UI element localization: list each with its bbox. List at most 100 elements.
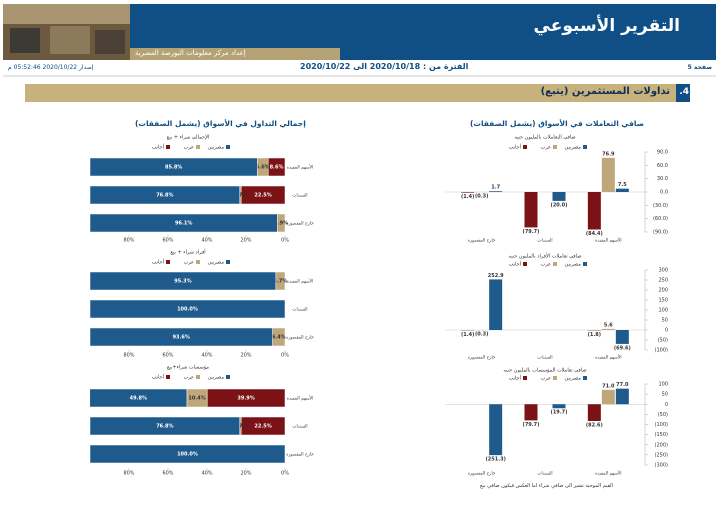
x-tick-label: 40% [201, 353, 212, 359]
category-label: السندات [292, 308, 307, 313]
legend-swatch [166, 145, 170, 149]
x-tick-label: 0% [281, 471, 289, 477]
chart-title: صافي تعاملات الأفراد بالمليون جنيه [509, 253, 582, 260]
chart-title: صافي التعاملات بالمليون جنيه [514, 135, 575, 141]
x-tick-label: 40% [201, 471, 212, 477]
legend-swatch [553, 376, 557, 380]
legend-swatch [196, 375, 200, 379]
value-label: 5.6 [604, 322, 613, 328]
value-label: 10.4% [188, 396, 205, 402]
category-label: خارج المقصورة [468, 239, 496, 244]
value-label: 100.0% [177, 452, 198, 458]
value-label: 71.0 [602, 383, 615, 389]
footnote: القيم الموجبة تشير الى صافي شراء اما الع… [480, 483, 613, 489]
bar-segment [89, 157, 258, 177]
value-label: (79.7) [523, 229, 540, 235]
bar [552, 404, 566, 409]
category-label: السندات [292, 194, 307, 199]
y-tick-label: 0.0 [660, 190, 668, 196]
value-label: 6.4% [272, 335, 286, 341]
x-tick-label: 0% [281, 238, 289, 244]
legend-label: مصريين [565, 376, 582, 382]
legend-label: عرب [541, 145, 551, 151]
photo-part [50, 26, 90, 54]
value-label: 85.8% [165, 165, 182, 171]
legend-label: أجانب [152, 374, 165, 381]
category-label: الأسهم المقيدة [595, 470, 621, 477]
value-label: (1.4) [461, 194, 474, 200]
legend-swatch [523, 145, 527, 149]
y-tick-label: 50 [662, 318, 668, 324]
category-label: خارج المقصورة [286, 453, 314, 458]
y-tick-label: 250 [658, 278, 668, 284]
y-tick-label: (30.0) [653, 203, 668, 209]
chart-title: صافي تعاملات المؤسسات بالمليون جنيه [503, 368, 586, 374]
section-number: 4. [679, 87, 689, 97]
chart-title: الإجمالي شراء + بيع [167, 135, 210, 141]
bar [524, 404, 538, 421]
bar [601, 328, 615, 330]
x-tick-label: 20% [240, 238, 251, 244]
photo-part [3, 4, 130, 24]
value-label: 252.9 [488, 273, 504, 279]
value-label: (82.6) [586, 422, 603, 428]
bar [587, 192, 601, 230]
value-label: 76.8% [156, 193, 173, 199]
category-label: السندات [537, 356, 552, 361]
y-tick-label: (100) [655, 422, 668, 428]
x-tick-label: 60% [162, 238, 173, 244]
value-label: 95.3% [174, 279, 191, 285]
y-tick-label: 50 [662, 392, 668, 398]
legend-label: عرب [541, 376, 551, 382]
title: التقرير الأسبوعي [533, 16, 680, 36]
y-tick-label: (150) [655, 432, 668, 438]
section-number-box [676, 84, 690, 102]
bar-segment [89, 299, 286, 319]
column-title: صافي التعاملات في الأسواق (يشمل الصفقات) [470, 119, 644, 128]
y-tick-label: (100) [655, 348, 668, 354]
header-subtitle-band [130, 48, 340, 60]
category-label: السندات [537, 239, 552, 244]
value-label: 100.0% [177, 307, 198, 313]
category-label: خارج المقصورة [286, 222, 314, 227]
legend-label: أجانب [152, 144, 165, 151]
legend-label: مصريين [208, 145, 225, 151]
legend-swatch [226, 145, 230, 149]
legend-label: مصريين [565, 262, 582, 268]
bar [601, 157, 615, 192]
legend-swatch [553, 262, 557, 266]
bar-segment [89, 185, 241, 205]
legend-label: أجانب [509, 375, 522, 382]
value-label: (69.6) [614, 345, 631, 351]
x-tick-label: 0% [281, 353, 289, 359]
category-label: السندات [537, 472, 552, 477]
category-label: الأسهم المقيدة [595, 237, 621, 244]
x-tick-label: 80% [123, 238, 134, 244]
bar-segment [89, 271, 277, 291]
value-label: 7.5 [618, 182, 627, 188]
bar [615, 188, 629, 192]
subtitle: إعداد مركز معلومات البورصة المصرية [135, 49, 246, 57]
value-label: (19.7) [551, 410, 568, 416]
bar-segment [89, 388, 188, 408]
legend-label: عرب [184, 145, 194, 151]
legend-swatch [583, 262, 587, 266]
category-label: خارج المقصورة [468, 356, 496, 361]
category-label: الأسهم المقيدة [287, 164, 313, 171]
y-tick-label: 300 [658, 268, 668, 274]
bar-segment [89, 327, 273, 347]
value-label: 93.6% [173, 335, 190, 341]
legend-swatch [523, 262, 527, 266]
y-tick-label: (300) [655, 463, 668, 469]
legend-label: مصريين [565, 145, 582, 151]
value-label: 49.8% [130, 396, 147, 402]
legend-label: أجانب [152, 259, 165, 266]
y-tick-label: (50) [658, 412, 668, 418]
page-number: صفحة 5 [687, 64, 712, 71]
y-tick-label: 150 [658, 298, 668, 304]
value-label: (0.3) [475, 332, 488, 338]
legend-swatch [583, 376, 587, 380]
chart-title: مؤسسات شراء+بيع [167, 365, 209, 371]
value-label: (1.8) [588, 332, 601, 338]
